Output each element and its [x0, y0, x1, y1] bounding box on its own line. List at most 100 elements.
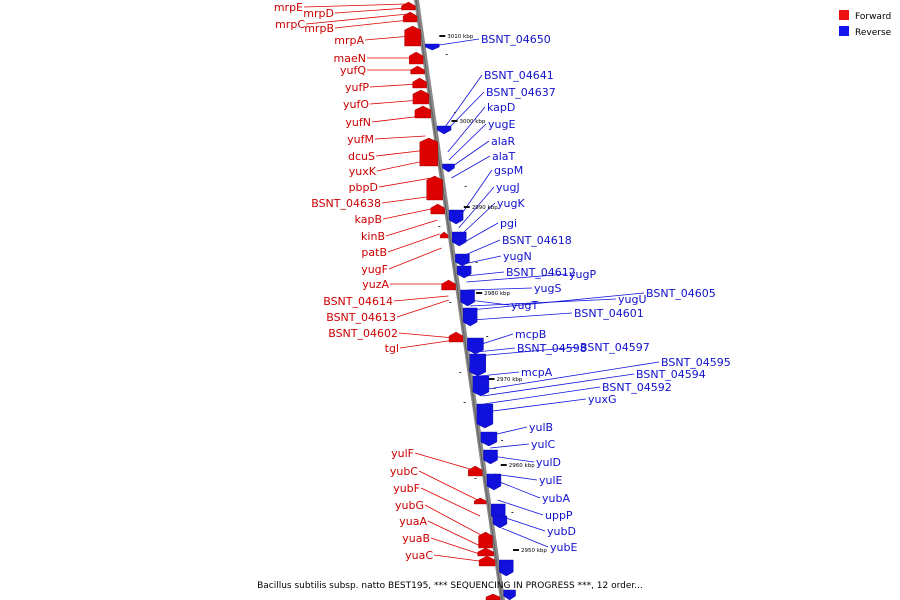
- reverse-leader-line: [490, 443, 530, 449]
- forward-gene-arrow: [412, 77, 427, 89]
- scale-label: 2950 kbp: [521, 548, 547, 554]
- reverse-gene-label: pgi: [500, 217, 517, 230]
- reverse-leader-line: [448, 123, 487, 161]
- legend-forward-label: Forward: [855, 12, 891, 22]
- reverse-leader-line: [451, 155, 491, 179]
- reverse-gene-label: mcpB: [515, 328, 546, 341]
- gene-arrows: [401, 1, 516, 600]
- legend-forward-swatch: [839, 10, 849, 20]
- reverse-leader-line: [485, 398, 587, 413]
- forward-gene-label: yufP: [345, 81, 369, 94]
- forward-gene-arrow: [408, 51, 424, 65]
- scale-tick: [463, 206, 470, 208]
- reverse-gene-arrow: [448, 209, 464, 225]
- forward-leader-line: [430, 537, 486, 557]
- forward-gene-arrow: [401, 1, 416, 11]
- reverse-gene-label: uppP: [545, 509, 573, 522]
- legend-reverse-label: Reverse: [855, 28, 892, 38]
- reverse-leader-line: [497, 499, 544, 516]
- forward-gene-label: yufN: [345, 116, 371, 129]
- scale-tick: [500, 464, 507, 466]
- reverse-gene-label: BSNT_04637: [486, 86, 556, 99]
- reverse-gene-label: BSNT_04595: [661, 356, 731, 369]
- reverse-gene-label: alaR: [491, 135, 516, 148]
- reverse-gene-label: BSNT_04597: [580, 341, 650, 354]
- forward-gene-label: mrpD: [303, 7, 334, 20]
- reverse-gene-label: mcpA: [521, 366, 553, 379]
- forward-gene-label: kinB: [361, 230, 385, 243]
- reverse-gene-label: yugS: [534, 282, 561, 295]
- reverse-gene-arrow: [456, 265, 472, 279]
- reverse-gene-label: gspM: [494, 164, 523, 177]
- reverse-gene-label: yugE: [488, 118, 515, 131]
- forward-gene-label: yuxK: [349, 165, 377, 178]
- forward-gene-label: yubG: [395, 499, 424, 512]
- scale-label: 3000 kbp: [459, 119, 485, 125]
- reverse-gene-arrow: [476, 403, 494, 429]
- forward-gene-label: yubC: [390, 465, 418, 478]
- reverse-gene-arrow: [442, 163, 455, 173]
- reverse-gene-arrow: [436, 125, 452, 135]
- reverse-gene-label: kapD: [487, 101, 515, 114]
- reverse-leader-line: [458, 186, 495, 229]
- reverse-leader-line: [471, 312, 573, 321]
- forward-gene-arrow: [430, 203, 445, 215]
- reverse-gene-arrow: [462, 307, 478, 327]
- scale-dash: [493, 388, 496, 389]
- forward-gene-label: yuaC: [405, 549, 433, 562]
- scale-label: 3010 kbp: [447, 34, 473, 40]
- forward-gene-arrow: [477, 547, 494, 557]
- reverse-leader-line: [459, 202, 496, 237]
- forward-leader-line: [385, 219, 438, 237]
- forward-gene-arrow: [410, 65, 425, 75]
- forward-gene-label: mrpC: [275, 18, 305, 31]
- reverse-leader-line: [444, 74, 483, 129]
- scale-tick: [439, 35, 446, 37]
- forward-leader-line: [418, 470, 478, 501]
- reverse-gene-label: yugT: [511, 299, 538, 312]
- forward-gene-label: BSNT_04638: [311, 197, 381, 210]
- scale-tick: [488, 378, 495, 380]
- reverse-leader-line: [501, 527, 549, 548]
- reverse-gene-label: yubD: [547, 525, 576, 538]
- reverse-leader-line: [499, 515, 546, 532]
- forward-gene-arrow: [474, 497, 487, 505]
- reverse-leader-line: [483, 386, 601, 405]
- scale-dash: [449, 302, 452, 303]
- forward-gene-arrow: [468, 465, 483, 477]
- forward-leader-line: [393, 295, 449, 302]
- reverse-leader-line: [494, 479, 541, 499]
- forward-gene-arrow: [478, 531, 493, 549]
- reverse-leader-line: [444, 91, 485, 133]
- scale-dash: [464, 186, 467, 187]
- scale-dash: [438, 226, 441, 227]
- map-caption: Bacillus subtilis subsp. natto BEST195, …: [257, 581, 643, 591]
- forward-gene-label: kapB: [355, 213, 382, 226]
- reverse-gene-label: BSNT_04592: [602, 381, 672, 394]
- reverse-leader-line: [463, 255, 502, 265]
- legend: Forward Reverse: [839, 10, 892, 38]
- scale-label: 2990 kbp: [472, 205, 498, 211]
- forward-gene-label: yufQ: [340, 64, 366, 77]
- reverse-gene-label: yugP: [569, 268, 596, 281]
- forward-gene-arrow: [404, 25, 421, 47]
- forward-gene-label: patB: [361, 246, 387, 259]
- forward-leader-line: [369, 83, 419, 88]
- reverse-leader-line: [479, 371, 520, 377]
- reverse-gene-arrow: [492, 515, 508, 529]
- scale-dash: [463, 402, 466, 403]
- forward-gene-label: yufO: [343, 98, 369, 111]
- forward-gene-arrow: [426, 175, 443, 201]
- reverse-gene-arrow: [503, 589, 516, 600]
- forward-leader-line: [414, 452, 474, 471]
- forward-gene-arrow: [485, 593, 501, 600]
- forward-leader-line: [396, 299, 450, 318]
- reverse-gene-arrow: [425, 43, 440, 51]
- scale-dash: [445, 54, 448, 55]
- forward-gene-label: mrpA: [334, 34, 364, 47]
- reverse-gene-label: yugK: [497, 197, 525, 210]
- forward-gene-label: yuaB: [402, 532, 430, 545]
- reverse-gene-label: BSNT_04618: [502, 234, 572, 247]
- forward-gene-label: yufM: [347, 133, 374, 146]
